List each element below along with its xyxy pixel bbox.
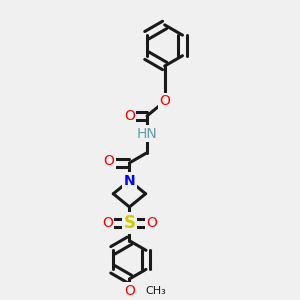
Text: HN: HN [137, 127, 158, 140]
Text: O: O [124, 284, 135, 298]
Text: O: O [103, 154, 114, 168]
Text: N: N [124, 173, 135, 188]
Text: CH₃: CH₃ [146, 286, 166, 296]
Text: O: O [146, 216, 157, 230]
Text: O: O [124, 109, 135, 123]
Text: S: S [123, 214, 135, 232]
Text: O: O [102, 216, 113, 230]
Text: O: O [159, 94, 170, 108]
